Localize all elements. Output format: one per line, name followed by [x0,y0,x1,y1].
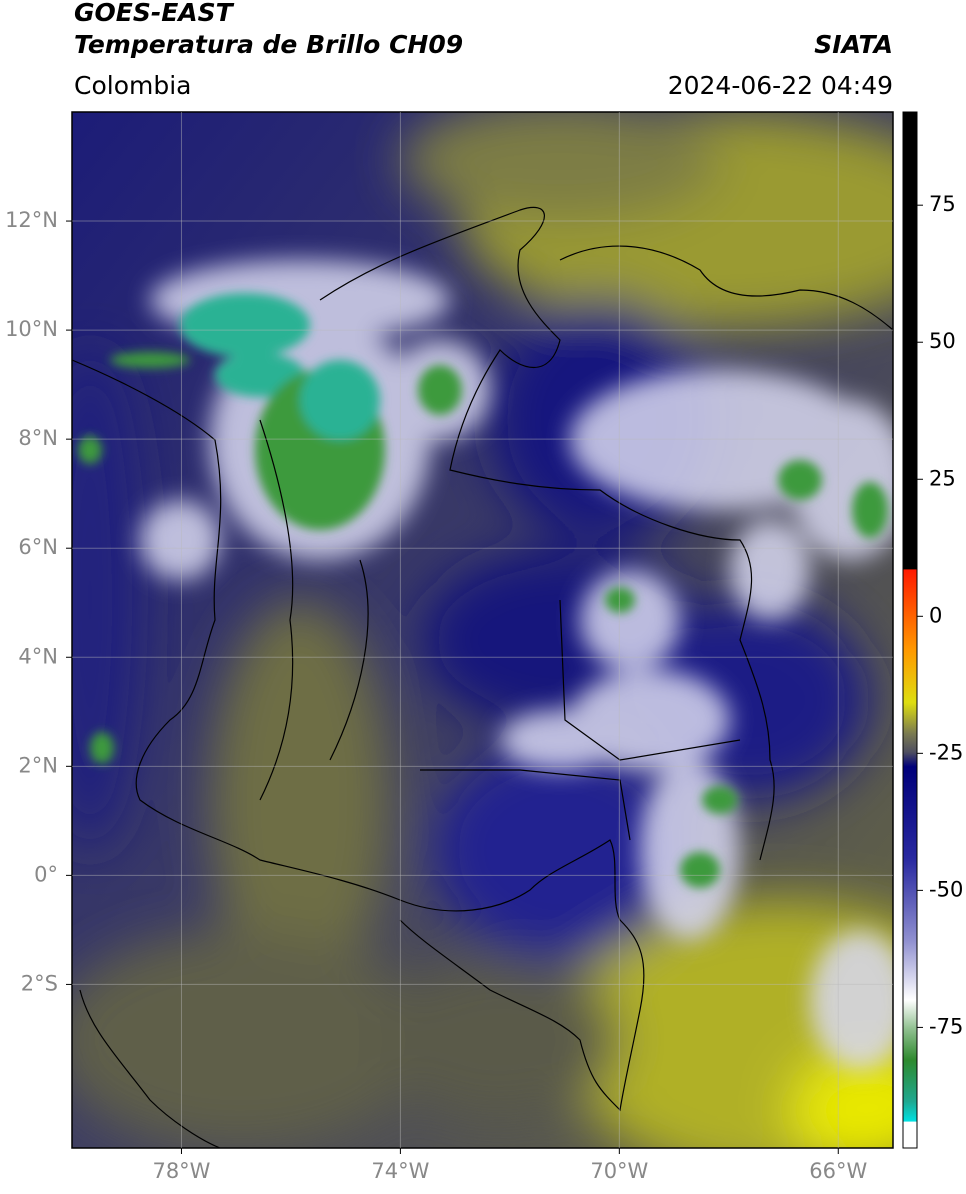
region: Colombia [74,71,191,100]
y-tick-label: 0° [34,862,58,886]
y-tick-label: 12°N [5,208,58,232]
x-tick-label: 74°W [371,1159,429,1183]
satellite-image [72,112,893,1148]
y-tick-label: 2°S [21,971,58,995]
x-tick-label: 70°W [590,1159,648,1183]
colorbar-tick-label: 75 [929,192,956,216]
map-frame [71,111,894,1149]
y-tick-label: 8°N [18,426,58,450]
map-axes: 12°N 10°N 8°N 6°N 4°N 2°N 0° 2°S 78°W 74°W 70°W 66°… [5,112,893,1183]
subtitle: Temperatura de Brillo CH09 [74,30,463,59]
colorbar-tick-label: 50 [929,329,956,353]
colorbar-tick-label: 25 [929,466,956,490]
y-tick-label: 4°N [18,644,58,668]
x-tick-label: 66°W [809,1159,867,1183]
title: GOES-EAST [74,0,235,27]
datetime: 2024-06-22 04:49 [668,71,893,100]
colorbar-tick-label: -25 [929,740,963,764]
y-tick-label: 6°N [18,535,58,559]
colorbar-tick-label: -75 [929,1014,963,1038]
colorbar-tick-label: -50 [929,877,963,901]
colorbar-axis: 75 50 25 0 -25 -50 -75 [917,192,963,1038]
source: SIATA [814,30,893,59]
x-tick-label: 78°W [152,1159,210,1183]
colorbar-tick-label: 0 [929,603,942,627]
colorbar [902,111,918,1149]
y-tick-label: 2°N [18,753,58,777]
y-tick-label: 10°N [5,317,58,341]
